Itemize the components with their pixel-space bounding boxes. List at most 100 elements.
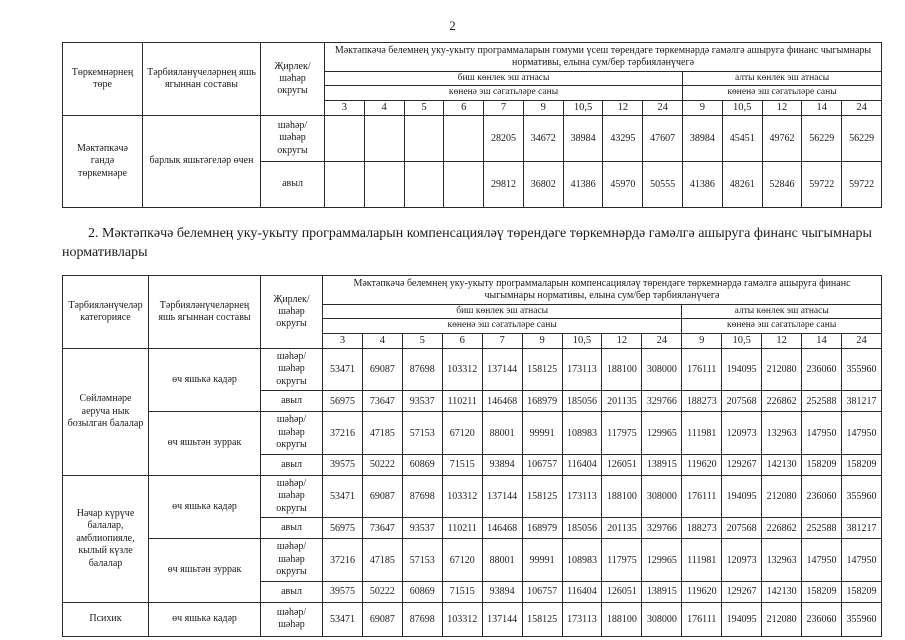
age-cell: өч яшьтән зуррак xyxy=(148,538,261,603)
table-row: Мәктәпкәчә гандә төркемнәре барлык яшьтә… xyxy=(62,114,882,208)
age-cell: өч яшькә кадәр xyxy=(148,474,261,540)
locality-cell: авыл xyxy=(260,453,323,476)
hours-cell: 5 xyxy=(403,99,445,116)
value-cell: 73647 xyxy=(361,517,403,540)
value-cell: 99991 xyxy=(521,411,563,455)
category-cell: Психик xyxy=(62,601,149,637)
value-cell: 93894 xyxy=(481,580,523,603)
header-five-day-week: биш көнлек эш атнасы xyxy=(323,70,684,87)
value-cell: 129267 xyxy=(721,580,763,603)
header-hours-per-day: көненә эш сәгатьләре саны xyxy=(321,318,683,334)
hours-cell: 14 xyxy=(801,99,843,116)
hours-cell: 12 xyxy=(761,99,803,116)
value-cell: 168979 xyxy=(521,390,563,413)
hours-cell: 12 xyxy=(761,332,803,349)
value-cell: 132963 xyxy=(761,538,803,582)
value-cell: 355960 xyxy=(840,601,883,637)
value-cell: 194095 xyxy=(721,601,763,637)
value-cell: 168979 xyxy=(521,517,563,540)
header-hours-per-day: көненә эш сәгатьләре саны xyxy=(323,85,684,101)
hours-cell: 9 xyxy=(521,332,563,349)
value-cell: 176111 xyxy=(681,474,723,519)
header-five-day-week: биш көнлек эш атнасы xyxy=(321,303,683,320)
table-header-row: Тәрбияләнүчеләр категориясе Тәрбияләнүче… xyxy=(62,274,882,349)
column-header-category: Тәрбияләнүчеләр категориясе xyxy=(62,274,149,349)
hours-cell: 12 xyxy=(602,99,644,116)
value-cell xyxy=(324,160,365,208)
value-cell: 60869 xyxy=(401,453,443,476)
hours-cell: 10,5 xyxy=(721,332,763,349)
locality-cell: шәһәр/ шәһәр округы xyxy=(260,538,323,582)
value-cell xyxy=(324,114,365,162)
value-cell: 146468 xyxy=(481,390,523,413)
value-cell: 138915 xyxy=(641,453,683,476)
hours-cell: 10,5 xyxy=(561,332,603,349)
value-cell: 252588 xyxy=(801,517,842,540)
value-cell: 119620 xyxy=(681,580,723,603)
hours-cell: 9 xyxy=(682,99,723,116)
value-cell: 185056 xyxy=(561,517,603,540)
value-cell xyxy=(403,114,445,162)
value-cell: 138915 xyxy=(641,580,683,603)
header-hours-per-day: көненә эш сәгатьләре саны xyxy=(682,85,882,101)
age-cell: өч яшькә кадәр xyxy=(148,601,261,637)
value-cell xyxy=(363,160,405,208)
hours-cell: 6 xyxy=(443,99,485,116)
table-row: өч яшьтән зуррак шәһәр/ шәһәр округы 372… xyxy=(63,538,883,603)
value-cell: 69087 xyxy=(361,347,403,392)
value-cell: 119620 xyxy=(681,453,723,476)
value-cell: 50222 xyxy=(361,580,403,603)
locality-cell: шәһәр/ шәһәр xyxy=(260,601,323,637)
value-cell: 110211 xyxy=(441,517,483,540)
value-cell: 194095 xyxy=(721,347,763,392)
page-number: 2 xyxy=(449,18,456,33)
value-cell: 45451 xyxy=(721,114,763,162)
table-main-header: Мәктәпкәчә белемнең уку-укыту программал… xyxy=(324,42,882,72)
value-cell: 69087 xyxy=(361,601,403,637)
hours-cell: 24 xyxy=(840,332,883,349)
value-cell: 308000 xyxy=(641,474,683,519)
table-row: авыл 29812 36802 41386 45970 50555 41386 48261… xyxy=(63,160,882,208)
value-cell: 87698 xyxy=(401,601,443,637)
value-cell: 158209 xyxy=(840,453,883,476)
value-cell: 93537 xyxy=(401,517,443,540)
hours-cell: 10,5 xyxy=(721,99,763,116)
value-cell: 129267 xyxy=(721,453,763,476)
value-cell: 53471 xyxy=(322,601,363,637)
column-header-group-type: Төркемнәрнең төре xyxy=(62,42,143,116)
table-row: авыл 39575 50222 60869 71515 93894 106757 1164… xyxy=(63,453,883,476)
value-cell: 117975 xyxy=(601,411,643,455)
value-cell: 188100 xyxy=(601,601,643,637)
hours-cell: 7 xyxy=(481,332,523,349)
hours-cell: 3 xyxy=(322,332,363,349)
value-cell: 36802 xyxy=(522,160,564,208)
value-cell: 106757 xyxy=(521,580,563,603)
hours-cell: 24 xyxy=(841,99,882,116)
table-row: авыл 39575 50222 60869 71515 93894 106757 1164… xyxy=(63,580,883,603)
value-cell: 41386 xyxy=(682,160,723,208)
locality-cell: шәһәр/ шәһәр округы xyxy=(260,411,323,455)
value-cell: 59722 xyxy=(801,160,843,208)
header-six-day-week: алты көнлек эш атнасы xyxy=(681,303,882,320)
hours-cell: 4 xyxy=(361,332,403,349)
value-cell: 39575 xyxy=(322,580,363,603)
hours-cell: 5 xyxy=(401,332,443,349)
hours-cell: 24 xyxy=(641,332,683,349)
locality-cell: авыл xyxy=(260,160,325,208)
value-cell: 88001 xyxy=(481,538,523,582)
locality-cell: шәһәр/ шәһәр округы xyxy=(260,474,323,519)
value-cell: 69087 xyxy=(361,474,403,519)
table-header-row: көненә эш сәгатьләре саны көненә эш сәга… xyxy=(63,85,882,101)
value-cell: 67120 xyxy=(441,411,483,455)
value-cell: 137144 xyxy=(481,474,523,519)
table-row: өч яшьтән зуррак шәһәр/ шәһәр округы 372… xyxy=(63,411,883,476)
value-cell: 120973 xyxy=(721,538,763,582)
value-cell: 129965 xyxy=(641,411,683,455)
value-cell: 116404 xyxy=(561,453,603,476)
value-cell: 103312 xyxy=(441,347,483,392)
value-cell: 48261 xyxy=(721,160,763,208)
table-row: авыл 56975 73647 93537 110211 146468 168979 18… xyxy=(63,390,883,413)
table-header-row: көненә эш сәгатьләре саны көненә эш сәга… xyxy=(63,318,882,334)
value-cell: 50555 xyxy=(642,160,684,208)
value-cell: 56229 xyxy=(801,114,843,162)
